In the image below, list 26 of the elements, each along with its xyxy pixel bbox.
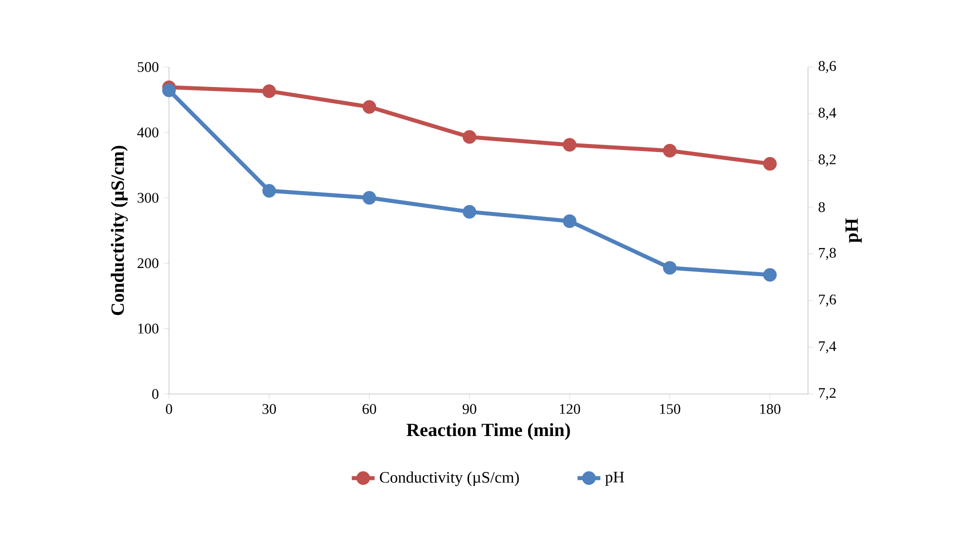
x-tick-label: 150 — [660, 404, 680, 414]
y2-tick-label: 7,6 — [819, 294, 836, 307]
x-tick-label: 180 — [760, 404, 780, 414]
y2-tick-label: 8 — [818, 202, 825, 212]
y2-tick-label: 7,8 — [819, 248, 836, 260]
legend-label: Conductivity (µS/cm) — [380, 472, 519, 486]
legend-label: pH — [605, 472, 624, 486]
y2-axis-title: pH — [846, 218, 862, 243]
x-tick-label: 0 — [166, 404, 172, 414]
y2-tick-label: 8,4 — [818, 108, 836, 120]
x-tick-label: 30 — [262, 404, 276, 414]
x-axis-title: Reaction Time (min) — [406, 423, 570, 440]
y2-tick-label: 8,2 — [818, 154, 836, 166]
x-tick-label: 90 — [462, 404, 476, 414]
y2-tick-label: 8,6 — [818, 60, 836, 73]
y-axis-title: Conductivity (µS/cm) — [110, 146, 128, 316]
y-tick-label: 400 — [137, 127, 158, 138]
y-tick-label: 200 — [138, 258, 158, 268]
y2-tick-label: 7,4 — [819, 341, 836, 354]
y-tick-label: 0 — [152, 389, 158, 399]
x-tick-label: 120 — [560, 404, 580, 414]
x-tick-label: 60 — [362, 404, 376, 414]
y-tick-label: 100 — [138, 324, 158, 334]
y-tick-label: 500 — [138, 62, 158, 72]
y2-tick-label: 7,2 — [819, 388, 836, 400]
y-tick-label: 300 — [138, 192, 158, 203]
